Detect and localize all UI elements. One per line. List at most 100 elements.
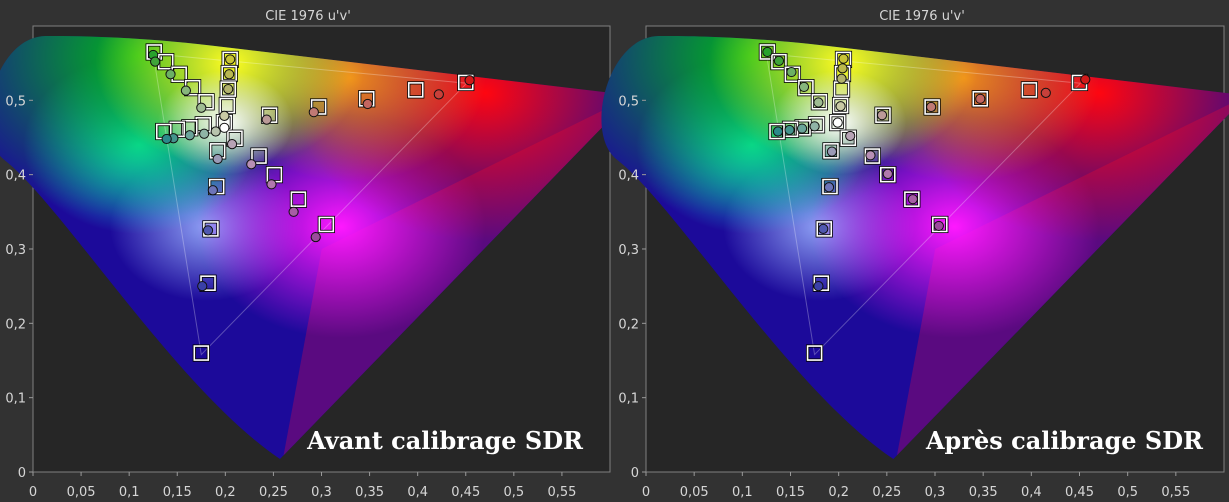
measured-point [219, 110, 230, 122]
y-tick-label: 0,4 [5, 169, 26, 184]
x-tick-label: 0 [642, 485, 650, 500]
y-tick-label: 0,5 [5, 94, 26, 109]
measured-markers [762, 46, 1091, 292]
x-tick-label: 0 [29, 485, 37, 500]
measured-point [798, 81, 810, 93]
measured-point [196, 102, 207, 113]
measured-point [1040, 87, 1051, 98]
y-tick-label: 0,1 [5, 392, 26, 407]
x-tick-label: 0,1 [119, 485, 140, 500]
x-tick-label: 0,1 [732, 485, 753, 500]
measured-point [773, 55, 785, 66]
measured-point [837, 63, 848, 74]
measured-point [161, 133, 172, 145]
measured-point [926, 101, 937, 113]
measured-point [246, 159, 257, 170]
measured-point [464, 75, 475, 86]
measured-point [907, 194, 918, 205]
y-tick-label: 0 [631, 466, 639, 481]
target-square [932, 216, 948, 233]
target-square [798, 79, 814, 96]
target-square [251, 148, 267, 164]
target-square [310, 99, 327, 115]
x-tick-label: 0,45 [1065, 485, 1094, 500]
measured-point [1080, 74, 1091, 85]
target-square [806, 345, 823, 361]
x-tick-label: 0,2 [215, 485, 236, 500]
measured-point [261, 114, 272, 125]
y-tick-label: 0,2 [618, 317, 639, 332]
target-square [823, 143, 839, 159]
x-tick-label: 0,4 [1021, 485, 1042, 500]
y-tick-label: 0 [18, 466, 26, 481]
x-tick-label: 0,35 [969, 485, 998, 500]
measured-point [826, 146, 838, 157]
x-tick-label: 0,5 [1117, 485, 1138, 500]
measured-point [933, 220, 944, 232]
y-tick-label: 0,3 [618, 243, 639, 258]
measured-point [784, 124, 795, 136]
measured-point [835, 101, 846, 112]
y-tick-label: 0,3 [5, 243, 26, 258]
measured-point [184, 130, 195, 141]
x-tick-label: 0,15 [776, 485, 805, 500]
target-square [193, 345, 210, 361]
x-axis: 0 0,05 0,1 0,15 0,2 0,25 0,3 0,35 0,4 0,45 0,5 0,55 [642, 472, 1190, 500]
measured-point [876, 110, 888, 121]
measured-point [223, 84, 234, 95]
measured-point [882, 168, 893, 179]
measured-point [207, 185, 218, 196]
x-tick-label: 0,25 [872, 485, 901, 500]
target-square [771, 53, 787, 70]
y-tick-label: 0,1 [618, 392, 639, 407]
x-tick-label: 0,5 [503, 485, 524, 500]
measured-point [786, 66, 797, 78]
target-square [924, 99, 940, 115]
x-tick-label: 0,4 [407, 485, 428, 500]
target-square [1021, 82, 1038, 98]
measured-point [226, 139, 238, 150]
measured-point [308, 107, 319, 118]
measured-point [832, 117, 843, 128]
target-square [879, 166, 896, 183]
target-square [759, 44, 776, 60]
measured-point [796, 123, 808, 134]
x-axis: 0 0,05 0,1 0,15 0,2 0,25 0,3 0,35 0,4 0,45 0,5 0,55 [29, 472, 576, 500]
target-square [769, 123, 785, 140]
measured-point [219, 122, 230, 133]
chart-caption: Avant calibrage SDR [306, 426, 584, 455]
measured-point [199, 128, 210, 139]
target-square [822, 178, 838, 195]
measured-point [818, 223, 829, 235]
target-square [816, 221, 833, 237]
chart-title: CIE 1976 u'v' [879, 9, 965, 24]
target-square [407, 82, 424, 98]
y-tick-label: 0,2 [5, 317, 26, 332]
target-square [904, 191, 920, 207]
measured-point [813, 281, 824, 292]
target-square [220, 81, 237, 97]
target-square [832, 97, 849, 114]
target-square [811, 93, 828, 110]
measured-point [210, 126, 221, 137]
measured-point [823, 182, 835, 193]
measured-point [310, 231, 321, 243]
measured-point [224, 69, 235, 80]
target-square [840, 130, 857, 147]
measured-point [845, 130, 856, 142]
x-tick-label: 0,55 [547, 485, 576, 500]
target-square [864, 148, 881, 164]
measured-markers [148, 49, 475, 292]
target-square [972, 91, 989, 107]
measured-point [202, 225, 214, 236]
chart-panel-after: CIE 1976 u'v' 00,10,20,30,40,5 0 0,05 0,1 0… [601, 9, 1229, 500]
measured-point [225, 54, 236, 65]
target-square [318, 216, 335, 233]
target-square [829, 114, 846, 131]
measured-point [813, 97, 824, 108]
y-axis: 0 0,1 0,2 0,3 0,4 0,5 [618, 94, 646, 481]
target-square [221, 65, 237, 82]
chart-caption: Après calibrage SDR [925, 426, 1204, 455]
measured-point [362, 98, 373, 110]
